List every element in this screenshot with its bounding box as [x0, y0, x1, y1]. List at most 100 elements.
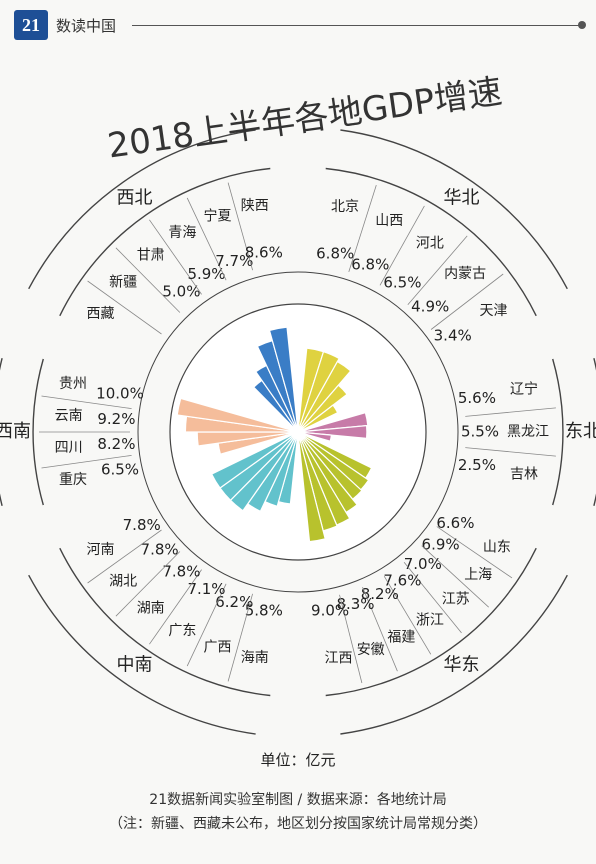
value-label-e6b5b7e58d97: 5.8%: [245, 601, 283, 619]
region-outer-arc-e8a5bfe58c97: [28, 129, 256, 290]
province-label-e6b19fe8a5bf: 江西: [325, 650, 353, 666]
region-label-e58d8ee58c97: 华北: [444, 188, 480, 209]
separator-e6b19fe8a5bf: [339, 594, 363, 684]
separator-e4b88ae6b5b7: [436, 526, 513, 579]
value-label-e6b19fe88b8f: 7.0%: [404, 555, 442, 573]
brand-logo: 21: [14, 10, 48, 40]
gdp-radial-chart: 6.8% 北京 6.8% 山西 6.5% 河北 4.9% 内蒙古 3.4% 天津 华北 5.6% 辽宁 5…: [0, 72, 596, 769]
value-label-e5ae81e5a48f: 7.7%: [215, 252, 253, 270]
province-label-e6b2b3e58c97: 河北: [416, 236, 444, 252]
separator-e5b9bfe8a5bf: [227, 593, 253, 682]
province-label-e9878de5ba86: 重庆: [59, 472, 87, 488]
value-label-e5b9bfe8a5bf: 6.2%: [215, 593, 253, 611]
province-label-e5ae89e5bebd: 安徽: [357, 642, 385, 658]
region-label-e4b89ce58c97: 东北: [565, 421, 596, 442]
province-label-e5ae81e5a48f: 宁夏: [204, 208, 232, 225]
value-label-e6b996e58c97: 7.8%: [141, 541, 179, 559]
separator-e5ae81e5a48f: [186, 197, 227, 281]
bar-e59089e69e97: [297, 431, 333, 442]
bar-e9bb91e9be99e6b19f: [297, 424, 368, 440]
value-label-e8bebde5ae81: 5.6%: [458, 389, 496, 407]
bar-e6b2b3e58d97: [210, 431, 299, 489]
value-label-e6b19fe8a5bf: 9.0%: [311, 602, 349, 620]
value-label-e5b1b1e8a5bf: 6.8%: [351, 256, 389, 274]
value-label-e7a68fe5bbba: 8.2%: [361, 585, 399, 603]
province-label-e59b9be5b79d: 四川: [55, 440, 83, 456]
province-label-e6b599e6b19f: 浙江: [416, 612, 444, 628]
value-label-e5b9bfe4b89c: 7.1%: [187, 580, 225, 598]
province-label-e58c97e4baac: 北京: [331, 199, 359, 215]
province-label-e5b9bfe8a5bf: 广西: [204, 639, 232, 655]
region-label-e58d8ee4b89c: 华东: [444, 655, 480, 676]
footer: 21数据新闻实验室制图 / 数据来源：各地统计局 （注：新疆、西藏未公布，地区划…: [0, 788, 596, 836]
province-label-e6b2b3e58d97: 河南: [87, 542, 115, 558]
bar-e6b2b3e58c97: [297, 360, 352, 433]
value-label-e5b1b1e4b89c: 6.6%: [436, 514, 474, 532]
separator-e5b1b1e8a5bf: [348, 184, 377, 273]
value-label-e58c97e4baac: 6.8%: [316, 244, 354, 262]
province-label-e6b996e58d97: 湖南: [137, 601, 165, 617]
value-label-e5a4a9e6b4a5: 3.4%: [434, 327, 472, 345]
header: 21 数读中国: [0, 0, 596, 46]
province-label-e5b1b1e4b89c: 山东: [483, 540, 511, 556]
footnote: （注：新疆、西藏未公布，地区划分按国家统计局常规分类）: [109, 816, 487, 832]
province-label-e8b4b5e5b79e: 贵州: [59, 376, 87, 392]
separator-e99d92e6b5b7: [149, 219, 202, 295]
separator-e6b19fe88b8f: [421, 545, 489, 608]
province-label-e99d92e6b5b7: 青海: [168, 225, 196, 241]
bar-e6b19fe8a5bf: [297, 431, 326, 543]
province-label-e6b996e58c97: 湖北: [109, 573, 137, 589]
province-label-e5a4a9e6b4a5: 天津: [480, 303, 508, 319]
region-label-e8a5bfe58c97: 西北: [117, 188, 153, 209]
bar-e5b1b1e8a5bf: [297, 350, 340, 433]
province-label-e6b5b7e58d97: 海南: [241, 650, 269, 666]
region-arc-e4b8ade58d97: [59, 547, 271, 697]
province-label-e5b9bfe4b89c: 广东: [168, 623, 196, 639]
region-arc-e8a5bfe58c97: [59, 167, 271, 317]
province-label-e99995e8a5bf: 陕西: [241, 198, 269, 214]
separator-e6b2b3e58c97: [379, 205, 425, 286]
province-label-e5b1b1e8a5bf: 山西: [375, 213, 403, 229]
value-label-e4b88ae6b5b7: 6.9%: [422, 536, 460, 554]
separator-e99995e8a5bf: [227, 182, 253, 271]
value-label-e9bb91e9be99e6b19f: 5.5%: [461, 423, 499, 441]
province-label-e696b0e79686: 新疆: [109, 275, 137, 291]
province-label-e9bb91e9be99e6b19f: 黑龙江: [507, 424, 549, 440]
separator-e58685e89299e58fa4: [407, 235, 468, 306]
unit-label: 单位：亿元: [260, 751, 335, 769]
province-label-e8a5bfe8978f: 西藏: [87, 306, 115, 322]
bar-e99995e8a5bf: [268, 326, 299, 433]
bar-e58685e89299e58fa4: [297, 384, 348, 433]
province-label-e59089e69e97: 吉林: [510, 467, 538, 483]
province-label-e7a68fe5bbba: 福建: [387, 629, 415, 645]
province-label-e58685e89299e58fa4: 内蒙古: [444, 266, 486, 282]
separator-e59b9be5b79d: [41, 455, 132, 469]
bar-e5a4a9e6b4a5: [297, 404, 339, 433]
middle-ring: [137, 271, 459, 593]
region-label-e4b8ade58d97: 中南: [117, 655, 153, 676]
region-outer-arc-e58d8ee4b89c: [340, 574, 568, 735]
chart-title: 2018上半年各地GDP增速: [105, 72, 504, 167]
separator-e6b996e58c97: [115, 551, 181, 617]
value-label-e4ba91e58d97: 9.2%: [97, 410, 135, 428]
region-arc-e58d8ee58c97: [325, 167, 537, 317]
value-label-e5ae89e5bebd: 8.3%: [336, 595, 374, 613]
value-label-e6b996e58d97: 7.8%: [162, 562, 200, 580]
region-outer-arc-e4b8ade58d97: [28, 574, 256, 735]
value-label-e59b9be5b79d: 8.2%: [97, 435, 135, 453]
source-note: 21数据新闻实验室制图 / 数据来源：各地统计局: [149, 792, 447, 808]
separator-e6b996e58d97: [149, 569, 202, 645]
province-label-e4b88ae6b5b7: 上海: [464, 567, 492, 583]
bar-e8b4b5e5b79e: [176, 397, 299, 433]
brand-name: 数读中国: [56, 17, 117, 35]
value-label-e9878de5ba86: 6.5%: [101, 460, 139, 478]
region-arc-e8a5bfe58d97: [32, 358, 44, 506]
province-label-e6b19fe88b8f: 江苏: [442, 591, 470, 607]
value-label-e6b2b3e58d97: 7.8%: [123, 516, 161, 534]
region-outer-arc-e58d8ee58c97: [340, 129, 568, 290]
value-label-e99d92e6b5b7: 5.9%: [187, 265, 225, 283]
separator-e8b4b5e5b79e: [41, 395, 132, 409]
region-arc-e4b89ce58c97: [552, 358, 564, 506]
region-label-e8a5bfe58d97: 西南: [0, 421, 31, 442]
value-label-e6b2b3e58c97: 6.5%: [383, 273, 421, 291]
